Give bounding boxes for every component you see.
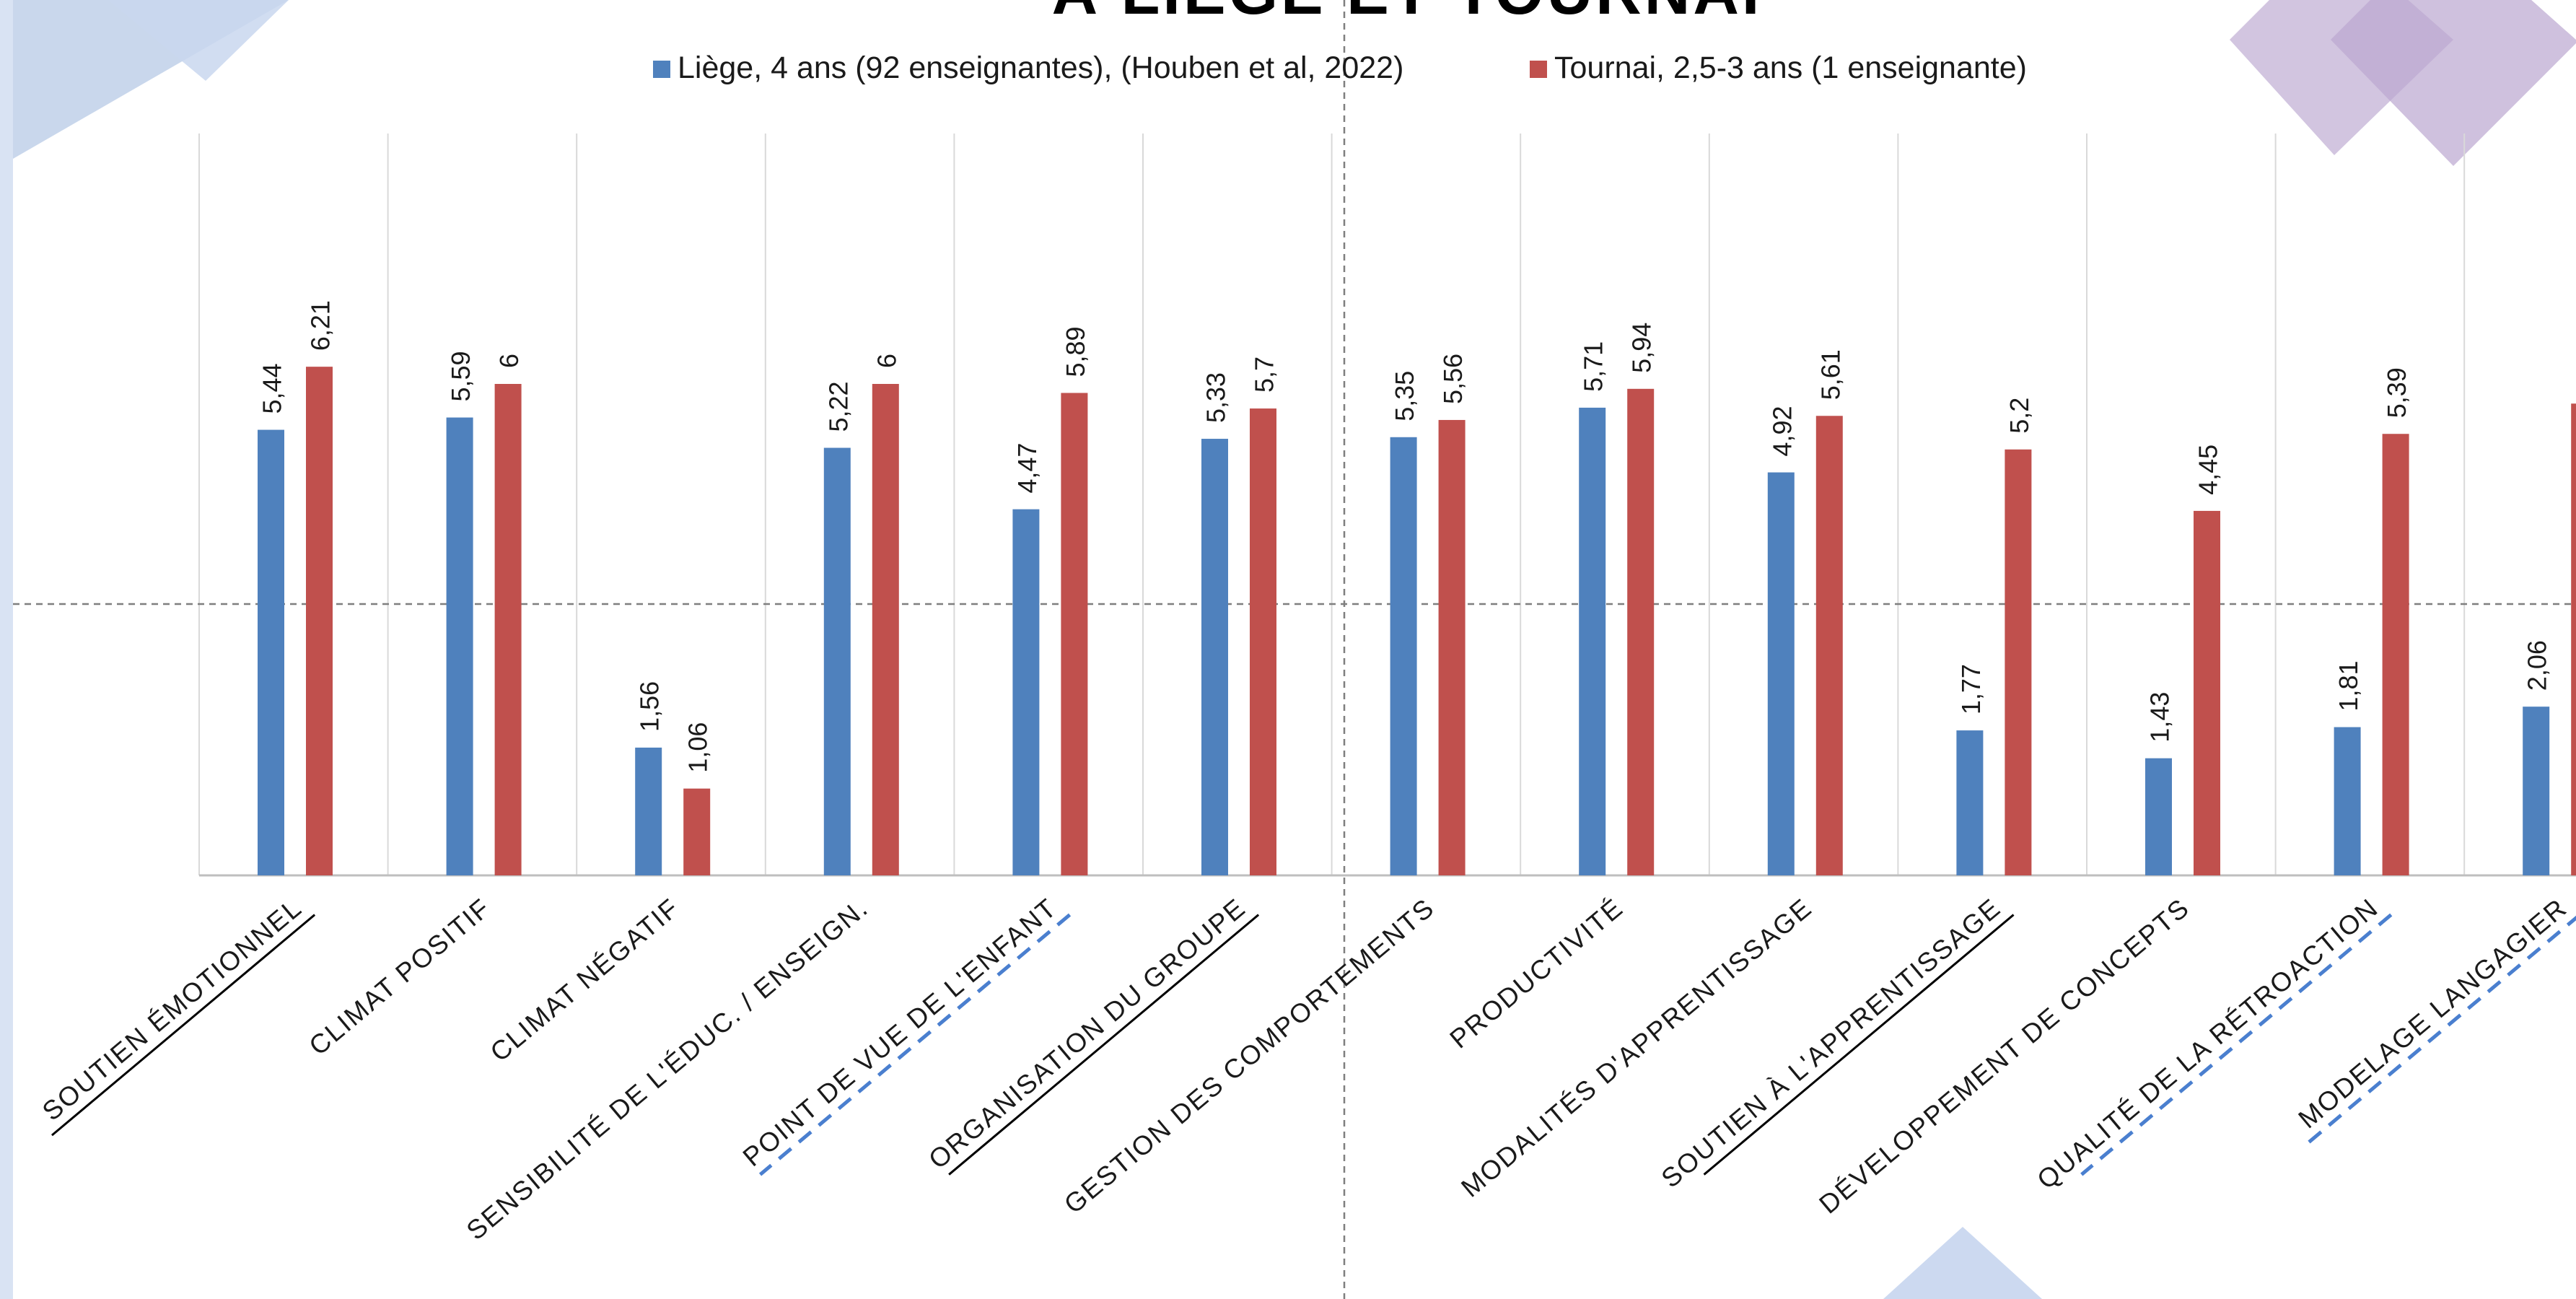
bar	[1061, 393, 1088, 875]
x-tick-label: QUALITÉ DE LA RÉTROACTION	[2031, 893, 2383, 1195]
chart-title: À LIÈGE ET TOURNAI	[1046, 0, 1768, 29]
data-label: 1,56	[635, 681, 665, 732]
data-label: 2,06	[2523, 640, 2552, 691]
bar	[258, 429, 284, 875]
category-underline	[51, 914, 316, 1137]
x-tick-label: ORGANISATION DU GROUPE	[923, 893, 1251, 1175]
bar	[1956, 730, 1984, 875]
category-underline	[2080, 913, 2393, 1176]
data-label: 4,47	[1012, 443, 1042, 494]
bar	[2005, 449, 2032, 875]
bar	[823, 447, 851, 875]
data-label: 1,81	[2334, 660, 2363, 711]
data-label: 5,39	[2382, 367, 2411, 418]
data-label: 5,61	[1815, 349, 1845, 400]
category-underline	[758, 913, 1072, 1176]
legend-label: Liège, 4 ans (92 enseignantes), (Houben …	[678, 51, 1403, 85]
x-tick-label: SOUTIEN ÉMOTIONNEL	[37, 893, 307, 1127]
bar	[1390, 437, 1417, 875]
deco-triangle-top-left-2	[108, 0, 289, 81]
left-decorative-strip	[0, 0, 13, 1299]
data-label: 6	[872, 354, 901, 368]
bar	[1579, 407, 1606, 875]
x-tick-label: PRODUCTIVITÉ	[1445, 893, 1629, 1054]
bar	[2145, 758, 2172, 875]
bar	[1012, 509, 1040, 875]
data-label: 5,94	[1627, 323, 1657, 373]
x-tick-label: MODALITÉS D'APPRENTISSAGE	[1455, 893, 1818, 1203]
data-label: 5,7	[1250, 357, 1279, 393]
bar	[1438, 419, 1466, 875]
x-tick-label: CLIMAT POSITIF	[304, 893, 496, 1062]
bar	[872, 384, 899, 875]
bar	[1767, 472, 1795, 875]
data-label: 1,06	[683, 722, 713, 773]
x-tick-label: CLIMAT NÉGATIF	[485, 893, 685, 1067]
bar	[1627, 388, 1655, 875]
category-underline	[1703, 914, 2015, 1176]
bar	[2334, 727, 2361, 875]
data-label: 5,89	[1061, 326, 1090, 377]
bar	[494, 384, 522, 875]
data-label: 5,22	[823, 381, 853, 432]
category-underline	[948, 914, 1260, 1176]
bar	[635, 747, 662, 875]
x-tick-label: DÉVELOPPEMENT DE CONCEPTS	[1813, 893, 2195, 1220]
x-tick-label: GESTION DES COMPORTEMENTS	[1059, 893, 1440, 1220]
data-label: 5,33	[1201, 372, 1231, 423]
data-label: 5,59	[446, 351, 476, 401]
bar	[446, 417, 473, 875]
category-underline	[2306, 913, 2576, 1145]
deco-triangle-bottom	[1883, 1227, 2042, 1299]
data-label: 4,45	[2194, 445, 2223, 495]
bar	[2523, 707, 2550, 875]
legend-swatch	[1530, 61, 1547, 78]
data-label: 1,77	[1956, 664, 1986, 714]
data-label: 5,44	[258, 363, 287, 414]
data-label: 5,56	[1438, 354, 1468, 404]
bar	[1250, 408, 1276, 875]
bar	[1815, 416, 1843, 875]
data-label: 5,71	[1579, 341, 1608, 392]
data-label: 6,21	[306, 300, 336, 351]
data-label: 1,43	[2145, 692, 2175, 743]
data-label: 5,76	[2571, 337, 2576, 388]
bar	[2382, 434, 2409, 875]
bar	[683, 788, 711, 875]
x-tick-label: SENSIBILITÉ DE L'ÉDUC. / ENSEIGN.	[461, 893, 874, 1246]
data-label: 4,92	[1767, 406, 1797, 457]
deco-diamond-top-right-2	[2331, 0, 2576, 166]
x-tick-label: SOUTIEN À L'APPRENTISSAGE	[1656, 893, 2007, 1194]
bar	[2571, 403, 2576, 875]
bar	[1201, 439, 1228, 875]
bar	[306, 367, 333, 875]
data-label: 5,2	[2005, 398, 2034, 434]
data-label: 6	[494, 354, 524, 368]
data-label: 5,35	[1390, 371, 1419, 421]
legend-label: Tournai, 2,5-3 ans (1 enseignante)	[1554, 51, 2027, 85]
x-tick-label: POINT DE VUE DE L'ENFANT	[737, 893, 1063, 1173]
bar	[2194, 510, 2220, 875]
legend-swatch	[653, 61, 670, 78]
